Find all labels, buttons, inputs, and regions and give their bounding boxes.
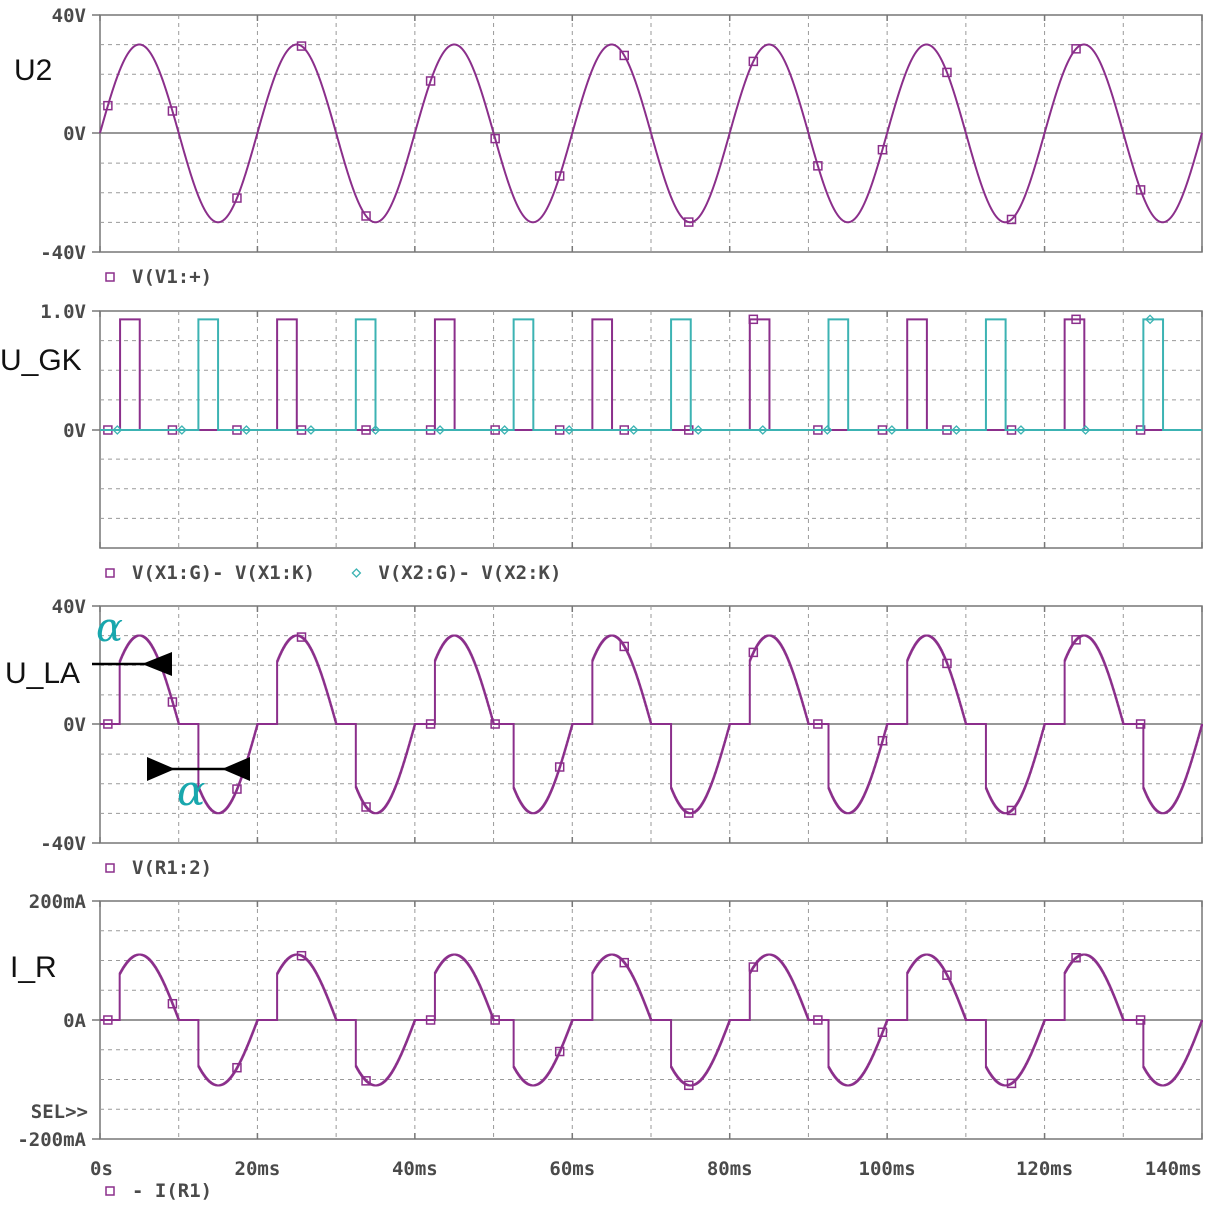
y-tick-label: 200mA [29, 891, 87, 913]
panel-ir: 200mA 0A -200mA I_R - I(R1) [10, 891, 1202, 1202]
legend: V(X1:G)- V(X1:K) V(X2:G)- V(X2:K) [106, 562, 561, 584]
series-markers [104, 42, 1145, 226]
x-tick-label: 20ms [235, 1158, 281, 1180]
alpha-label-top: α [96, 605, 123, 651]
panels-layer: 40V 0V -40V U2 V(V1:+) 1.0V 0V U_GK V(X1:G)- V(X… [0, 5, 1202, 1202]
legend-square-icon [106, 864, 114, 872]
panel-ugk: 1.0V 0V U_GK V(X1:G)- V(X1:K) V(X2:G)- V(X2:… [0, 301, 1202, 584]
panel-side-label: I_R [10, 951, 57, 984]
x-tick-label: 120ms [1016, 1158, 1073, 1180]
x-tick-label: 0s [90, 1158, 113, 1180]
panel-u2: 40V 0V -40V U2 V(V1:+) [14, 5, 1202, 288]
legend: V(R1:2) [106, 857, 212, 879]
alpha-arrow-head-bottom-right [222, 757, 250, 781]
y-tick-label: 0A [63, 1010, 86, 1032]
x-tick-label: 140ms [1145, 1158, 1202, 1180]
y-tick-label: -40V [40, 833, 86, 855]
y-tick-label: 40V [52, 5, 86, 27]
x-tick-label: 80ms [707, 1158, 753, 1180]
y-tick-label: 40V [52, 596, 86, 618]
y-tick-label: -40V [40, 242, 86, 264]
x-tick-label: 60ms [549, 1158, 595, 1180]
y-tick-labels: 40V 0V -40V [40, 596, 100, 855]
y-tick-label: 0V [63, 123, 86, 145]
series-markers [104, 315, 1145, 434]
legend-square-icon [106, 273, 114, 281]
legend-label: V(X2:G)- V(X2:K) [378, 562, 561, 584]
legend-label: - I(R1) [132, 1180, 212, 1202]
legend-label: V(X1:G)- V(X1:K) [132, 562, 315, 584]
x-tick-label: 40ms [392, 1158, 438, 1180]
y-tick-label: 0V [63, 714, 86, 736]
legend-label: V(R1:2) [132, 857, 212, 879]
y-tick-labels: 40V 0V -40V [40, 5, 100, 264]
x-axis: 0s 20ms 40ms 60ms 80ms 100ms 120ms 140ms [90, 1158, 1202, 1180]
y-tick-label: 0V [63, 420, 86, 442]
alpha-arrow-head-bottom-left [147, 757, 175, 781]
legend-diamond-icon [352, 569, 360, 577]
sel-marker: SEL>> [31, 1101, 88, 1123]
series-markers [113, 315, 1154, 434]
x-tick-label: 100ms [859, 1158, 916, 1180]
alpha-label-bottom: α [177, 766, 205, 815]
legend-label: V(V1:+) [132, 266, 212, 288]
panel-side-label: U_LA [5, 657, 80, 690]
y-tick-label: 1.0V [40, 301, 86, 323]
alpha-annotations: αα [92, 605, 250, 815]
legend: - I(R1) [106, 1180, 212, 1202]
panel-side-label: U_GK [0, 344, 82, 377]
y-tick-label: -200mA [17, 1129, 86, 1151]
legend-square-icon [106, 569, 114, 577]
series-markers [104, 633, 1145, 817]
panel-ula: 40V 0V -40V U_LA V(R1:2) [5, 596, 1202, 879]
panel-side-label: U2 [14, 54, 52, 87]
legend: V(V1:+) [106, 266, 212, 288]
legend-square-icon [106, 1187, 114, 1195]
